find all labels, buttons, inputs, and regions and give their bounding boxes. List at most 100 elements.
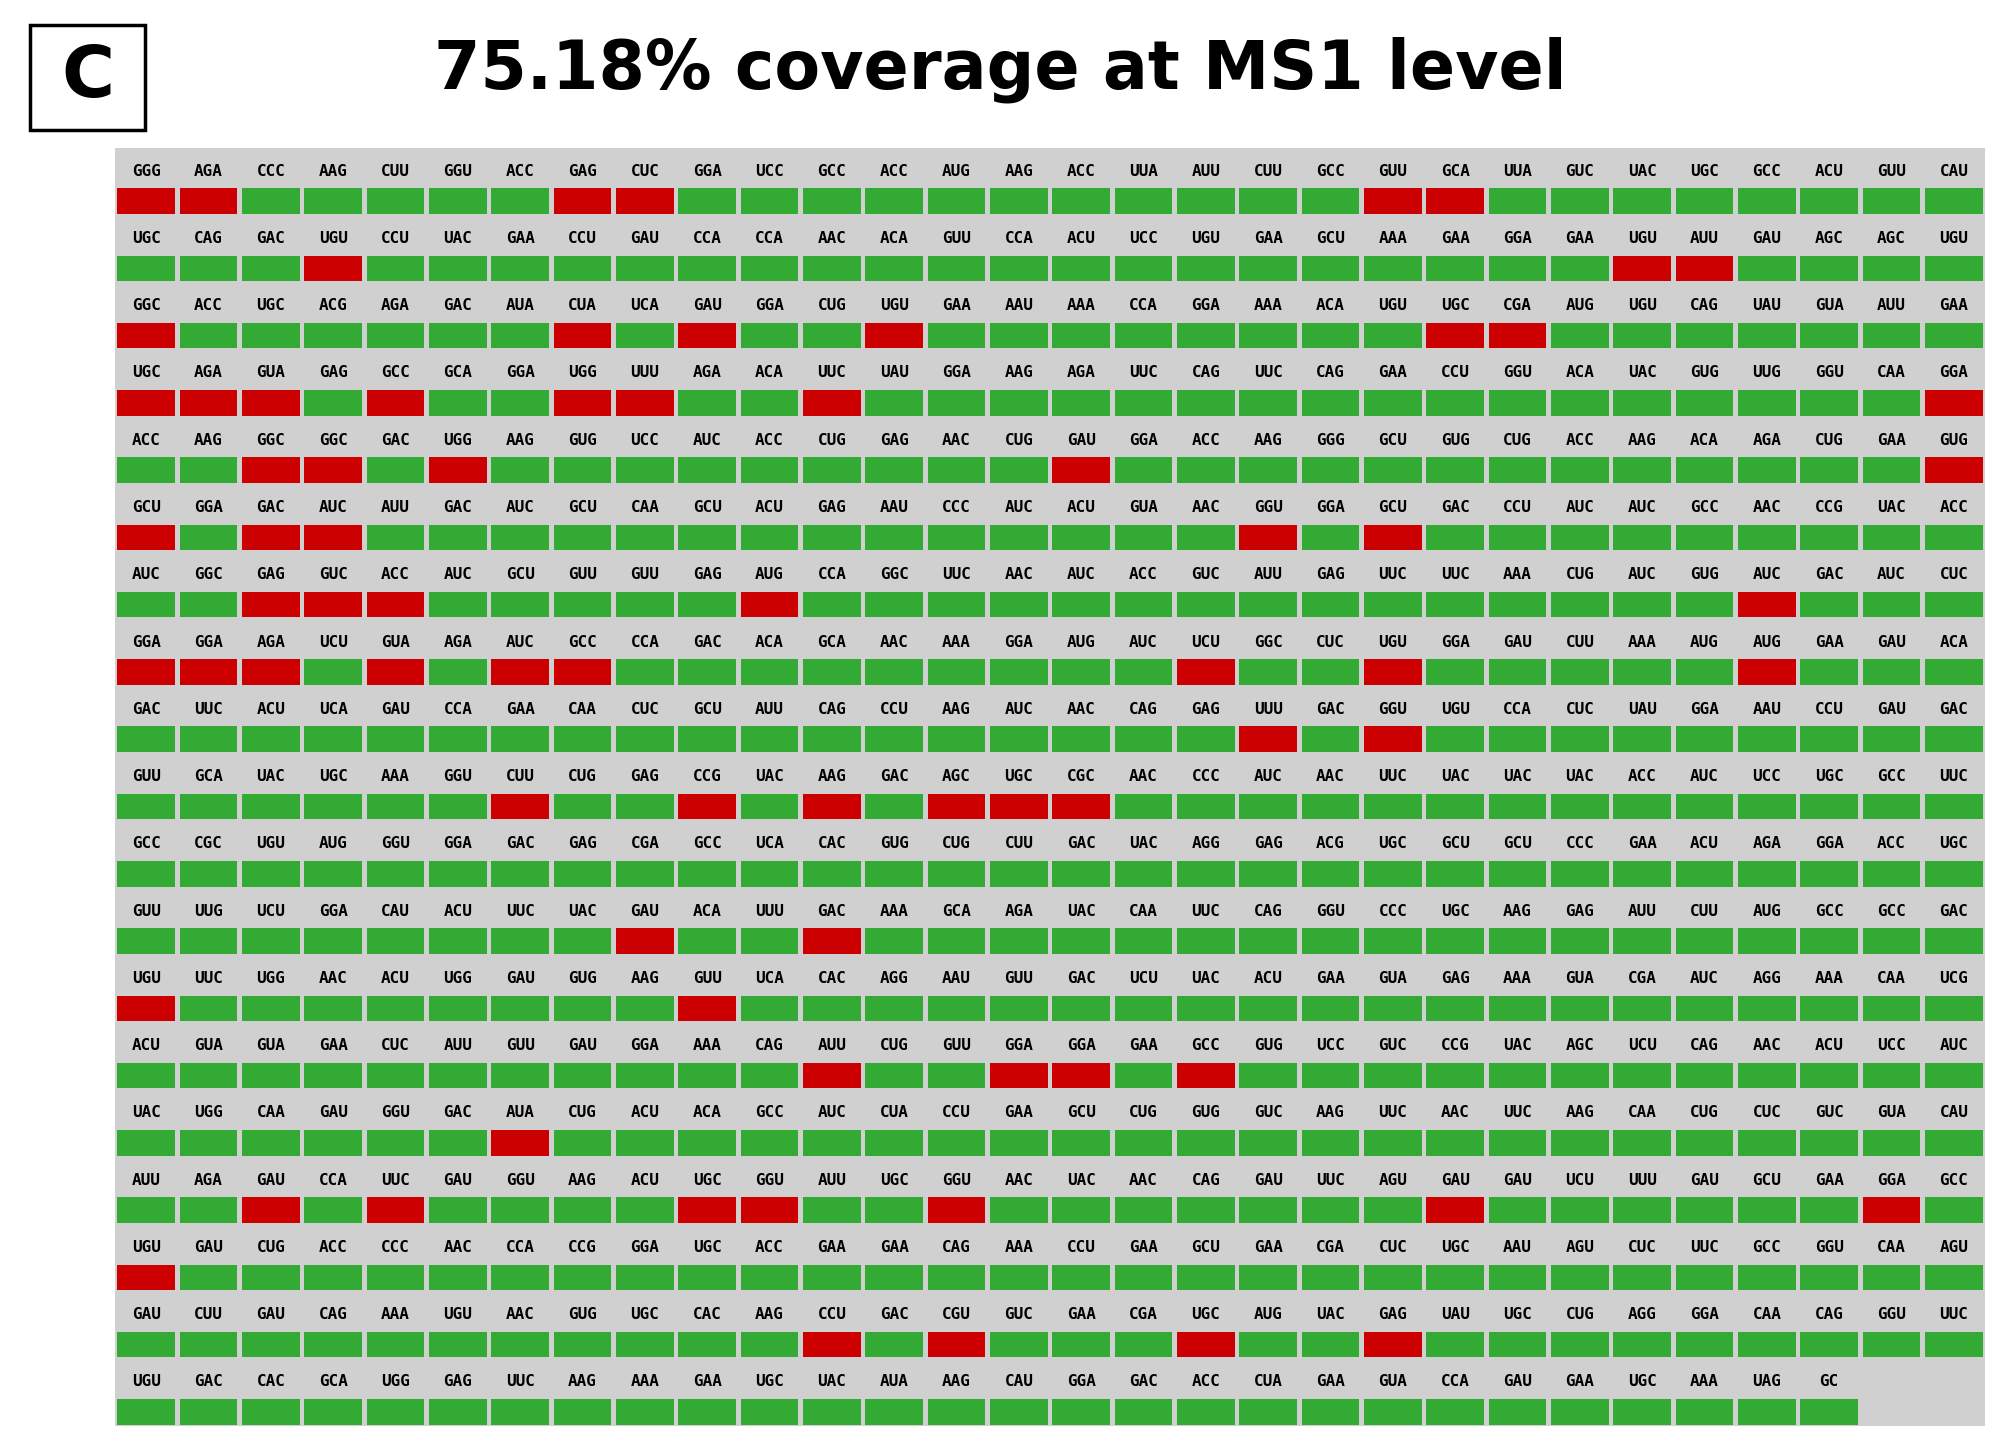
- Bar: [866, 390, 922, 415]
- Text: ACC: ACC: [1566, 432, 1594, 448]
- Text: CCU: CCU: [382, 231, 410, 247]
- Bar: [740, 390, 798, 415]
- Bar: [928, 1265, 986, 1290]
- Bar: [1114, 1399, 1172, 1425]
- Bar: [430, 457, 486, 483]
- Bar: [678, 1197, 736, 1223]
- Text: CUU: CUU: [1004, 836, 1034, 852]
- Text: CGA: CGA: [1130, 1307, 1158, 1322]
- Text: ACC: ACC: [318, 1241, 348, 1255]
- Bar: [1676, 1399, 1734, 1425]
- Text: CCA: CCA: [444, 702, 472, 717]
- Bar: [1738, 525, 1796, 550]
- Text: GGU: GGU: [942, 1172, 970, 1188]
- Text: UGC: UGC: [1378, 836, 1408, 852]
- Bar: [304, 255, 362, 281]
- Bar: [1302, 995, 1360, 1022]
- Bar: [1552, 592, 1608, 618]
- Bar: [1302, 390, 1360, 415]
- Text: CGC: CGC: [1066, 769, 1096, 784]
- Bar: [678, 794, 736, 820]
- Bar: [1302, 457, 1360, 483]
- Bar: [740, 929, 798, 953]
- Bar: [242, 929, 300, 953]
- Bar: [866, 794, 922, 820]
- Text: CUC: CUC: [1940, 567, 1968, 582]
- Bar: [492, 659, 548, 685]
- Bar: [242, 860, 300, 887]
- Bar: [928, 255, 986, 281]
- Text: AGA: AGA: [1004, 904, 1034, 918]
- Bar: [928, 324, 986, 348]
- Bar: [1302, 189, 1360, 213]
- Text: AUC: AUC: [132, 567, 160, 582]
- Bar: [430, 727, 486, 752]
- Bar: [1114, 1062, 1172, 1088]
- Bar: [1552, 1332, 1608, 1357]
- Bar: [804, 189, 860, 213]
- Text: GAC: GAC: [1440, 501, 1470, 515]
- Text: AAC: AAC: [942, 432, 970, 448]
- Bar: [990, 727, 1048, 752]
- Bar: [1302, 324, 1360, 348]
- Bar: [1240, 390, 1296, 415]
- Bar: [304, 525, 362, 550]
- Bar: [1364, 860, 1422, 887]
- Text: CUU: CUU: [1690, 904, 1718, 918]
- Bar: [1364, 1332, 1422, 1357]
- Text: AAU: AAU: [1752, 702, 1782, 717]
- Text: GGA: GGA: [444, 836, 472, 852]
- Text: AGA: AGA: [194, 164, 222, 178]
- Text: CGC: CGC: [194, 836, 222, 852]
- Text: UAC: UAC: [1316, 1307, 1344, 1322]
- Bar: [1178, 1332, 1234, 1357]
- Text: AUG: AUG: [942, 164, 970, 178]
- Text: GGA: GGA: [1940, 366, 1968, 380]
- Bar: [554, 255, 612, 281]
- Text: GAG: GAG: [1566, 904, 1594, 918]
- Bar: [928, 929, 986, 953]
- Text: GAC: GAC: [194, 1374, 222, 1390]
- Text: GAA: GAA: [1254, 231, 1282, 247]
- Bar: [1552, 659, 1608, 685]
- Bar: [118, 592, 174, 618]
- Bar: [866, 1332, 922, 1357]
- Bar: [1364, 457, 1422, 483]
- Bar: [678, 457, 736, 483]
- Text: CUG: CUG: [1566, 567, 1594, 582]
- Text: GCC: GCC: [756, 1106, 784, 1120]
- Text: AAA: AAA: [1004, 1241, 1034, 1255]
- Text: CAG: CAG: [1192, 1172, 1220, 1188]
- Bar: [1552, 525, 1608, 550]
- Text: GGU: GGU: [444, 164, 472, 178]
- Text: AAG: AAG: [1004, 164, 1034, 178]
- Text: AUC: AUC: [1004, 501, 1034, 515]
- Text: GUG: GUG: [1940, 432, 1968, 448]
- Text: GAA: GAA: [506, 702, 534, 717]
- Bar: [1926, 1062, 1982, 1088]
- Text: CUU: CUU: [1566, 634, 1594, 650]
- Text: AAG: AAG: [630, 971, 660, 985]
- Text: CGA: CGA: [1316, 1241, 1344, 1255]
- Text: ACC: ACC: [880, 164, 908, 178]
- Text: UAU: UAU: [880, 366, 908, 380]
- Text: GAC: GAC: [444, 299, 472, 313]
- Bar: [678, 189, 736, 213]
- Text: GAC: GAC: [256, 231, 286, 247]
- Text: UCU: UCU: [1628, 1037, 1656, 1053]
- Bar: [678, 1332, 736, 1357]
- Text: CUU: CUU: [506, 769, 534, 784]
- Text: UAC: UAC: [256, 769, 286, 784]
- Text: CCU: CCU: [1504, 501, 1532, 515]
- Text: AUU: AUU: [1254, 567, 1282, 582]
- Text: UCA: UCA: [756, 836, 784, 852]
- Bar: [1926, 189, 1982, 213]
- Text: GAA: GAA: [1940, 299, 1968, 313]
- Text: AUC: AUC: [1130, 634, 1158, 650]
- Text: GAU: GAU: [1504, 1172, 1532, 1188]
- Text: GAU: GAU: [1504, 1374, 1532, 1390]
- Text: GAG: GAG: [1254, 836, 1282, 852]
- Text: GAA: GAA: [1566, 231, 1594, 247]
- Bar: [180, 929, 238, 953]
- Bar: [366, 1265, 424, 1290]
